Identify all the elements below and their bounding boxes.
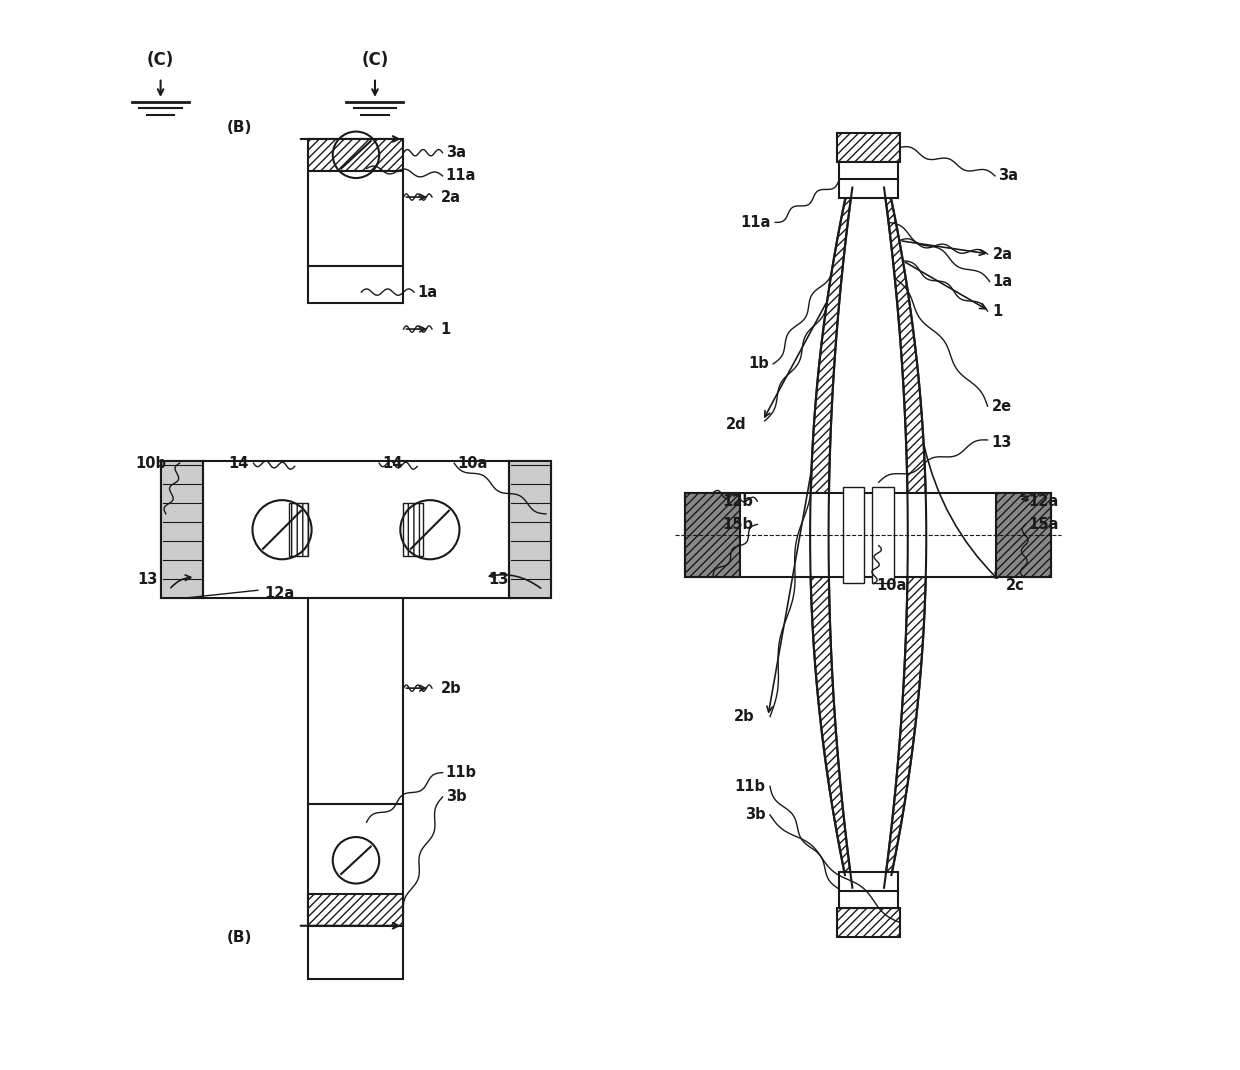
- Text: 2e: 2e: [992, 399, 1012, 414]
- Text: 11a: 11a: [740, 215, 771, 230]
- Text: 12a: 12a: [1029, 493, 1059, 508]
- Text: 13: 13: [489, 571, 508, 586]
- Text: 13: 13: [992, 434, 1012, 449]
- Text: 1: 1: [440, 322, 450, 337]
- Text: 3b: 3b: [745, 808, 766, 823]
- Text: 2a: 2a: [440, 189, 460, 204]
- Text: 2d: 2d: [727, 416, 746, 431]
- Text: 10a: 10a: [458, 456, 487, 471]
- Bar: [161, 461, 203, 598]
- Text: 10b: 10b: [135, 456, 166, 471]
- Bar: [161, 461, 552, 598]
- Text: 3a: 3a: [445, 146, 466, 160]
- Text: 15a: 15a: [1029, 517, 1059, 532]
- Bar: [403, 503, 423, 556]
- Bar: [309, 139, 403, 170]
- Text: 2a: 2a: [993, 246, 1013, 261]
- Bar: [838, 163, 898, 198]
- Text: 1a: 1a: [993, 274, 1013, 289]
- Bar: [873, 488, 894, 582]
- Text: (C): (C): [361, 50, 388, 68]
- Text: 2b: 2b: [734, 709, 754, 724]
- Bar: [686, 493, 1050, 577]
- Text: 11a: 11a: [445, 168, 476, 183]
- Text: 12a: 12a: [264, 585, 294, 600]
- Bar: [309, 170, 403, 303]
- Text: 1b: 1b: [748, 356, 769, 371]
- Text: 1: 1: [993, 304, 1003, 319]
- Text: 12b: 12b: [722, 493, 753, 508]
- Text: 14: 14: [228, 456, 248, 471]
- Bar: [843, 488, 864, 582]
- Text: 11b: 11b: [735, 779, 766, 794]
- Text: 13: 13: [138, 571, 157, 586]
- Text: 2b: 2b: [440, 681, 461, 696]
- Bar: [996, 493, 1050, 577]
- Bar: [837, 133, 900, 163]
- Text: 10a: 10a: [877, 578, 906, 593]
- Bar: [510, 461, 552, 598]
- Text: (B): (B): [227, 120, 253, 135]
- Bar: [838, 872, 898, 907]
- Polygon shape: [884, 187, 926, 888]
- Polygon shape: [810, 187, 852, 888]
- Text: 1a: 1a: [417, 285, 438, 300]
- Text: 3a: 3a: [998, 168, 1018, 183]
- Text: 11b: 11b: [445, 765, 476, 780]
- Bar: [309, 598, 403, 979]
- Text: 3b: 3b: [445, 790, 466, 805]
- Bar: [289, 503, 309, 556]
- Text: 2c: 2c: [1006, 578, 1024, 593]
- Bar: [686, 493, 740, 577]
- Text: (B): (B): [227, 930, 253, 945]
- Text: (C): (C): [148, 50, 174, 68]
- Text: 15b: 15b: [722, 517, 753, 532]
- Bar: [309, 895, 403, 926]
- Text: 14: 14: [382, 456, 403, 471]
- Bar: [837, 907, 900, 937]
